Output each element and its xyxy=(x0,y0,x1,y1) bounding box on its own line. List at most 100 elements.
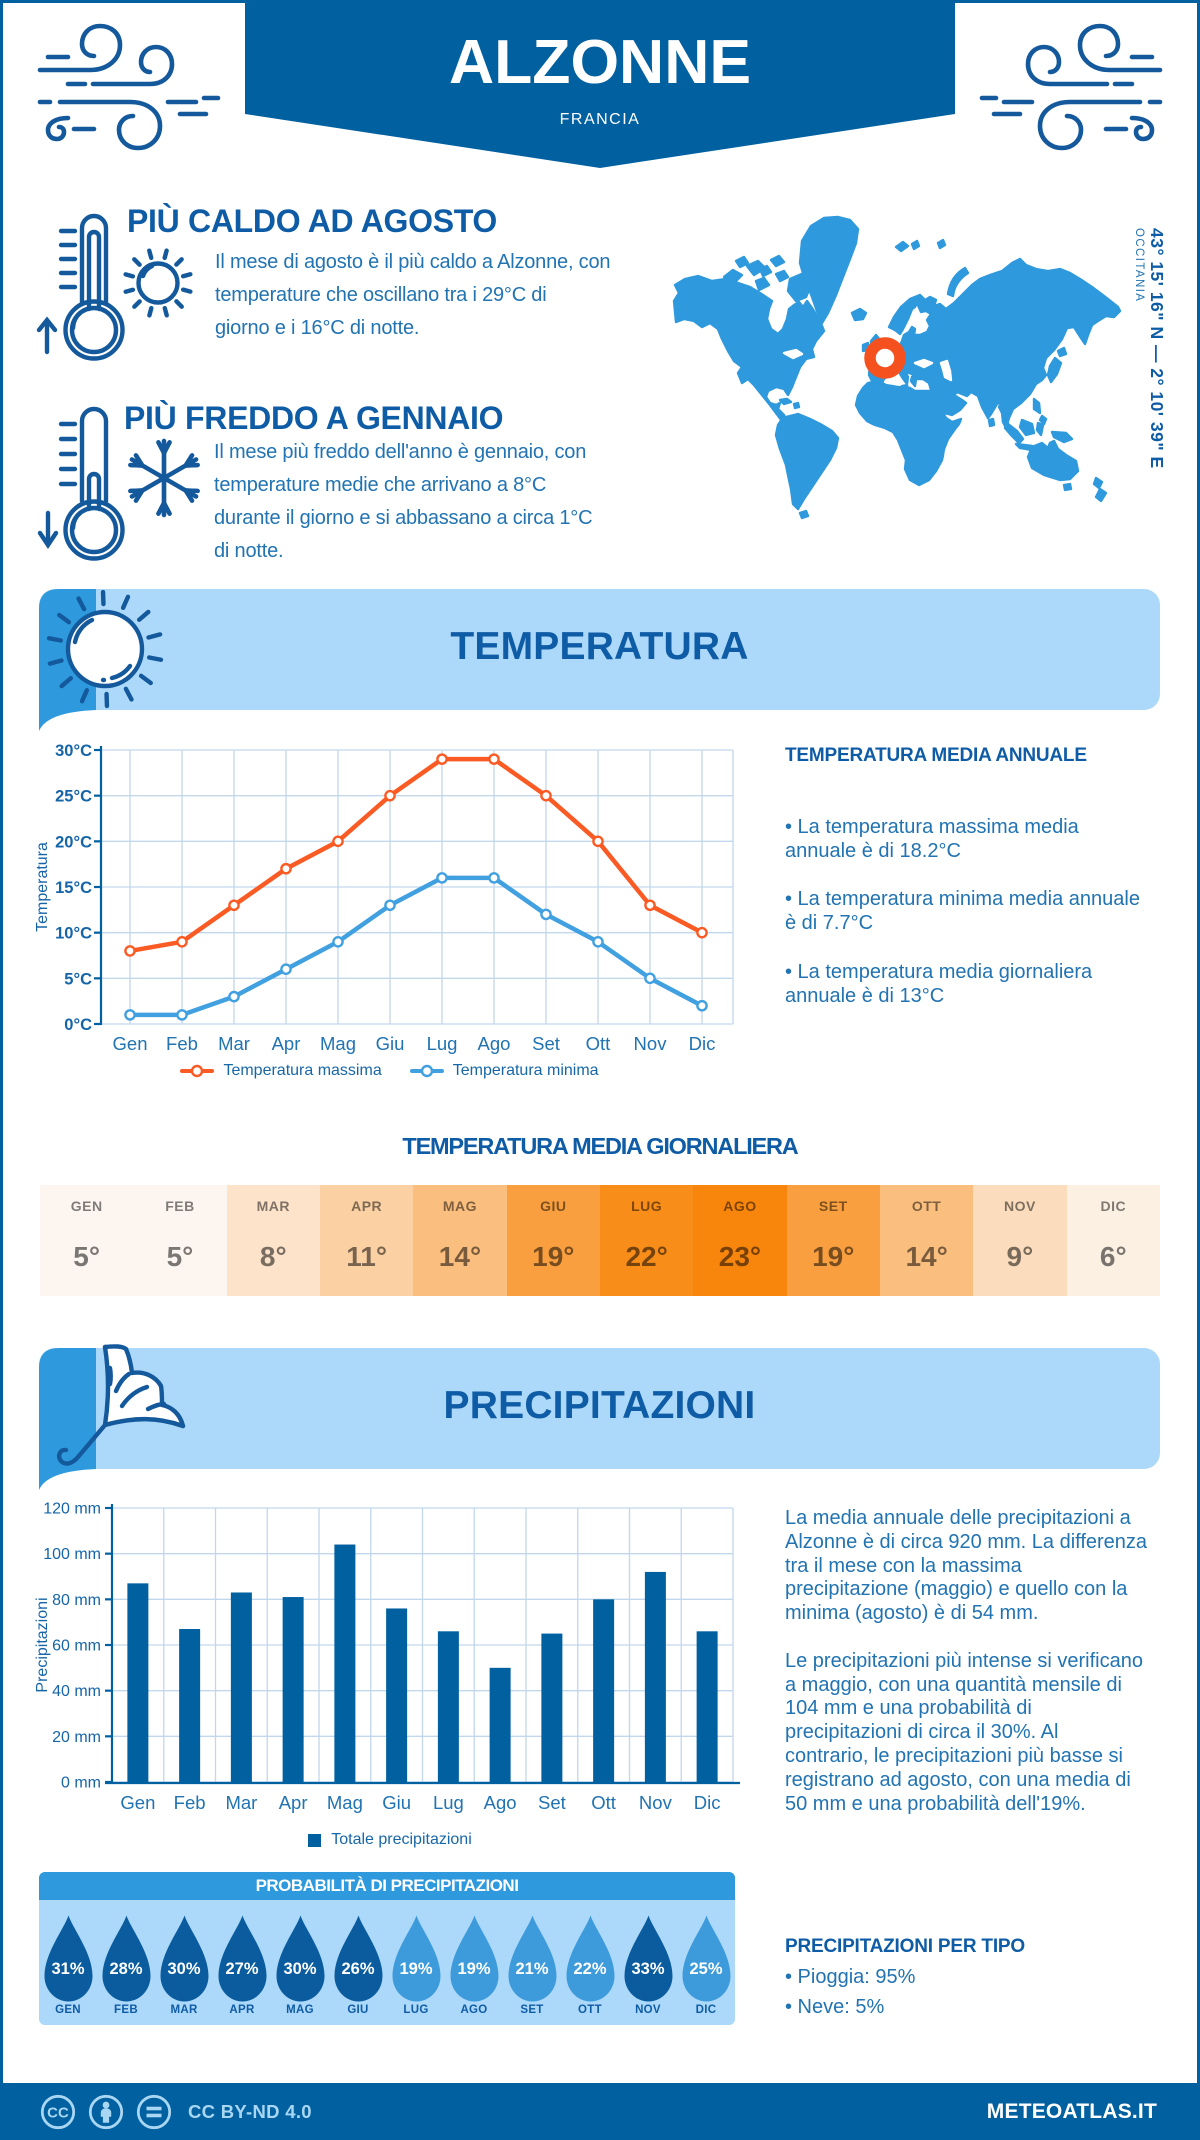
raindrop-icon xyxy=(682,1915,730,2002)
svg-text:Ago: Ago xyxy=(478,1033,511,1054)
svg-text:Feb: Feb xyxy=(174,1792,206,1813)
umbrella-icon xyxy=(57,1344,186,1466)
strip-value: 14° xyxy=(438,1241,482,1272)
drop-percentage: 26% xyxy=(341,1960,375,1978)
strip-cell-giu: GIU 19° xyxy=(506,1185,600,1296)
drop-percentage: 33% xyxy=(631,1960,665,1978)
drop-month-label: MAR xyxy=(170,2004,198,2016)
drop-month-label: AGO xyxy=(460,2004,488,2016)
raindrop-icon xyxy=(160,1915,208,2002)
legend-item: Temperatura minima xyxy=(409,1062,599,1080)
temperature-line-chart: 0°C 5°C 10°C 15°C 20°C 25°C 30°C Gen Feb Mar Apr Ma… xyxy=(34,742,734,1054)
svg-text:Precipitazioni: Precipitazioni xyxy=(34,1597,51,1692)
drop-month-label: GEN xyxy=(55,2004,81,2016)
svg-text:Nov: Nov xyxy=(639,1792,673,1813)
strip-value: 5° xyxy=(166,1241,194,1272)
probability-drop-giu: 26% GIU xyxy=(329,1900,387,2025)
svg-text:Apr: Apr xyxy=(272,1033,301,1054)
drop-month-label: DIC xyxy=(695,2004,717,2016)
strip-month-label: MAR xyxy=(256,1198,291,1214)
svg-text:40 mm: 40 mm xyxy=(52,1683,101,1700)
strip-month-label: AGO xyxy=(723,1198,757,1214)
license-badges: CC CC BY-ND 4.0 xyxy=(40,2083,312,2140)
hot-month-text: Il mese di agosto è il più caldo a Alzon… xyxy=(215,251,611,339)
svg-text:Mag: Mag xyxy=(327,1792,363,1813)
no-derivatives-icon xyxy=(136,2094,172,2129)
svg-text:Nov: Nov xyxy=(634,1033,668,1054)
strip-month-label: APR xyxy=(351,1198,383,1214)
strip-value: 22° xyxy=(625,1241,668,1272)
strip-cell-ago: AGO 23° xyxy=(693,1185,787,1296)
svg-text:20°C: 20°C xyxy=(55,833,92,851)
strip-value: 23° xyxy=(718,1241,762,1272)
strip-value: 9° xyxy=(1006,1241,1034,1272)
raindrop-icon xyxy=(566,1915,614,2002)
raindrop-icon xyxy=(44,1915,92,2002)
strip-month-label: NOV xyxy=(1004,1198,1036,1214)
strip-month-label: OTT xyxy=(911,1198,942,1214)
page-border-right xyxy=(1197,0,1200,2083)
strip-cell-set: SET 19° xyxy=(786,1185,880,1296)
svg-text:Ago: Ago xyxy=(484,1792,517,1813)
svg-text:Temperatura: Temperatura xyxy=(34,842,51,932)
strip-month-label: GEN xyxy=(70,1198,103,1214)
svg-text:Ott: Ott xyxy=(591,1792,616,1813)
drop-percentage: 27% xyxy=(225,1960,259,1978)
svg-text:Dic: Dic xyxy=(694,1792,721,1813)
svg-text:Lug: Lug xyxy=(433,1792,464,1813)
probability-drop-lug: 19% LUG xyxy=(387,1900,445,2025)
strip-month-label: SET xyxy=(818,1198,848,1214)
raindrop-icon xyxy=(218,1915,266,2002)
svg-text:5°C: 5°C xyxy=(64,970,92,988)
country-subtitle: FRANCIA xyxy=(559,111,641,128)
strip-value: 19° xyxy=(532,1241,575,1272)
strip-cell-feb: FEB 5° xyxy=(133,1185,227,1296)
strip-cell-lug: LUG 22° xyxy=(599,1185,694,1296)
svg-text:100 mm: 100 mm xyxy=(43,1546,101,1563)
probability-drop-mar: 30% MAR xyxy=(155,1900,213,2025)
strip-value: 14° xyxy=(905,1241,948,1272)
footer-bar xyxy=(0,2083,1200,2140)
precipitation-types-heading: PRECIPITAZIONI PER TIPO xyxy=(785,1936,1025,1957)
drop-percentage: 30% xyxy=(167,1960,201,1978)
probability-drop-mag: 30% MAG xyxy=(271,1900,329,2025)
sun-icon xyxy=(46,589,164,709)
raindrop-icon xyxy=(508,1915,556,2002)
rain-share-bullet: • Pioggia: 95% xyxy=(785,1966,916,1988)
svg-text:Mar: Mar xyxy=(225,1792,257,1813)
raindrop-icon xyxy=(334,1915,382,2002)
strip-value: 19° xyxy=(812,1241,855,1272)
svg-text:Ott: Ott xyxy=(586,1033,611,1054)
svg-text:30°C: 30°C xyxy=(55,742,92,760)
raindrop-icon xyxy=(624,1915,672,2002)
precipitation-bar-chart: 0 mm 20 mm 40 mm 60 mm 80 mm 100 mm 120 mm Gen F… xyxy=(34,1501,740,1813)
daily-temperature-strip: GEN 5° FEB 5° MAR 8° APR 11° MAG 14° GIU 19° LUG 22° A… xyxy=(40,1185,1160,1296)
annual-temperature-bullet: • La temperatura media giornaliera annua… xyxy=(785,961,1093,1007)
snow-share-bullet: • Neve: 5% xyxy=(785,1996,885,2018)
annual-temperature-heading: TEMPERATURA MEDIA ANNUALE xyxy=(785,745,1087,766)
svg-text:0 mm: 0 mm xyxy=(61,1775,101,1792)
strip-cell-gen: GEN 5° xyxy=(40,1185,134,1296)
strip-value: 6° xyxy=(1099,1241,1127,1272)
svg-text:15°C: 15°C xyxy=(55,879,92,897)
cold-month-text: Il mese più freddo dell'anno è gennaio, … xyxy=(214,441,593,562)
page-border-top xyxy=(0,0,1200,3)
svg-text:Apr: Apr xyxy=(279,1792,308,1813)
svg-text:25°C: 25°C xyxy=(55,788,92,806)
drop-percentage: 25% xyxy=(689,1960,723,1978)
coordinates-label: 43° 15' 16" N — 2° 10' 39" E xyxy=(1147,228,1167,469)
raindrop-icon xyxy=(450,1915,498,2002)
probability-drop-nov: 33% NOV xyxy=(619,1900,677,2025)
svg-text:CC: CC xyxy=(47,2104,69,2121)
probability-drop-gen: 31% GEN xyxy=(39,1900,97,2025)
legend-item: Totale precipitazioni xyxy=(308,1831,472,1849)
drop-percentage: 19% xyxy=(399,1960,433,1978)
strip-month-label: LUG xyxy=(631,1198,663,1214)
svg-text:10°C: 10°C xyxy=(55,925,92,943)
precipitation-chart-legend: Totale precipitazioni xyxy=(40,1827,740,1853)
svg-text:Feb: Feb xyxy=(166,1033,198,1054)
strip-value: 8° xyxy=(259,1241,287,1272)
cc-icon: CC xyxy=(40,2094,76,2129)
precipitation-description: La media annuale delle precipitazioni a … xyxy=(785,1507,1148,1815)
page-border-left xyxy=(0,0,3,2083)
